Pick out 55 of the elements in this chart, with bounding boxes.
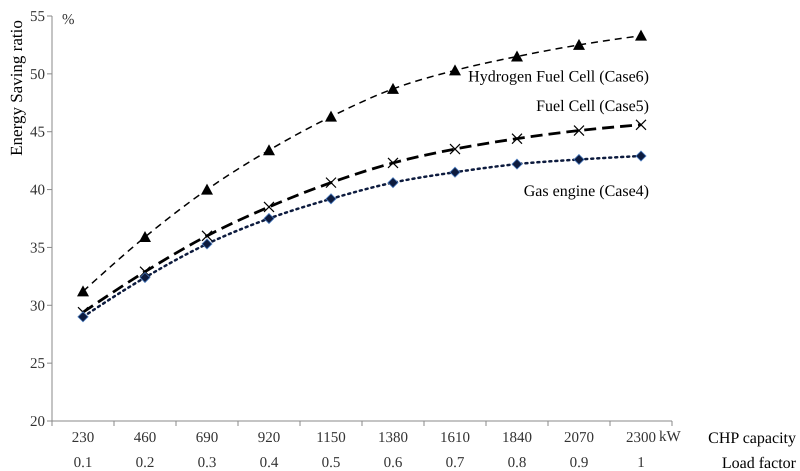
point [574, 154, 584, 165]
point [387, 157, 399, 169]
x-tick-label: 690 0.3 [196, 430, 218, 471]
annotation: % [62, 12, 74, 28]
x-tick-label: 1840 0.8 [502, 430, 532, 471]
point [263, 144, 275, 156]
point [78, 311, 88, 322]
series-label: Hydrogen Fuel Cell (Case6) [468, 68, 649, 86]
point [511, 133, 523, 144]
y-tick-label: 55 [30, 9, 45, 25]
point [573, 124, 585, 136]
x-axis-title: CHP capacity [708, 430, 796, 447]
point [264, 213, 274, 224]
point [636, 150, 646, 162]
point [325, 177, 337, 188]
series-label: Gas engine (Case4) [524, 183, 649, 200]
x-tick-label: 2300 1 [626, 430, 656, 471]
point [450, 166, 460, 178]
y-tick-label: 35 [30, 240, 45, 256]
series-label: Fuel Cell (Case5) [536, 98, 649, 115]
point [77, 285, 89, 296]
point [511, 50, 523, 62]
y-tick-label: 20 [30, 414, 45, 430]
point [635, 30, 647, 41]
point [263, 201, 275, 213]
x-tick-label: 920 0.4 [258, 430, 280, 471]
x-tick-label: 1380 0.6 [378, 430, 408, 471]
point [201, 184, 213, 195]
point [140, 272, 150, 283]
y-tick-label: 25 [30, 356, 45, 372]
y-tick-label: 50 [30, 66, 45, 83]
point [202, 238, 212, 250]
text: Load factor [722, 455, 797, 471]
point [201, 230, 213, 242]
x-tick-label: 1150 0.5 [316, 430, 346, 471]
x-tick-label: 460 0.2 [134, 430, 156, 471]
x-tick-label: 1610 0.7 [440, 430, 470, 471]
point [139, 231, 151, 242]
y-tick-label: 45 [30, 124, 45, 141]
y-axis-title: Energy Saving ratio [7, 20, 26, 156]
point [326, 193, 336, 204]
point [325, 110, 337, 122]
point [512, 158, 522, 170]
point [387, 82, 399, 94]
y-tick-label: 30 [30, 298, 45, 314]
point [449, 143, 461, 155]
point [388, 177, 398, 188]
point [139, 266, 151, 278]
point [635, 119, 647, 130]
point [449, 64, 461, 76]
y-tick-label: 40 [30, 182, 45, 199]
text: kW [659, 429, 682, 445]
point [573, 38, 585, 50]
x-tick-label: 230 0.1 [72, 430, 94, 471]
x-tick-label: 2070 0.9 [564, 430, 594, 471]
